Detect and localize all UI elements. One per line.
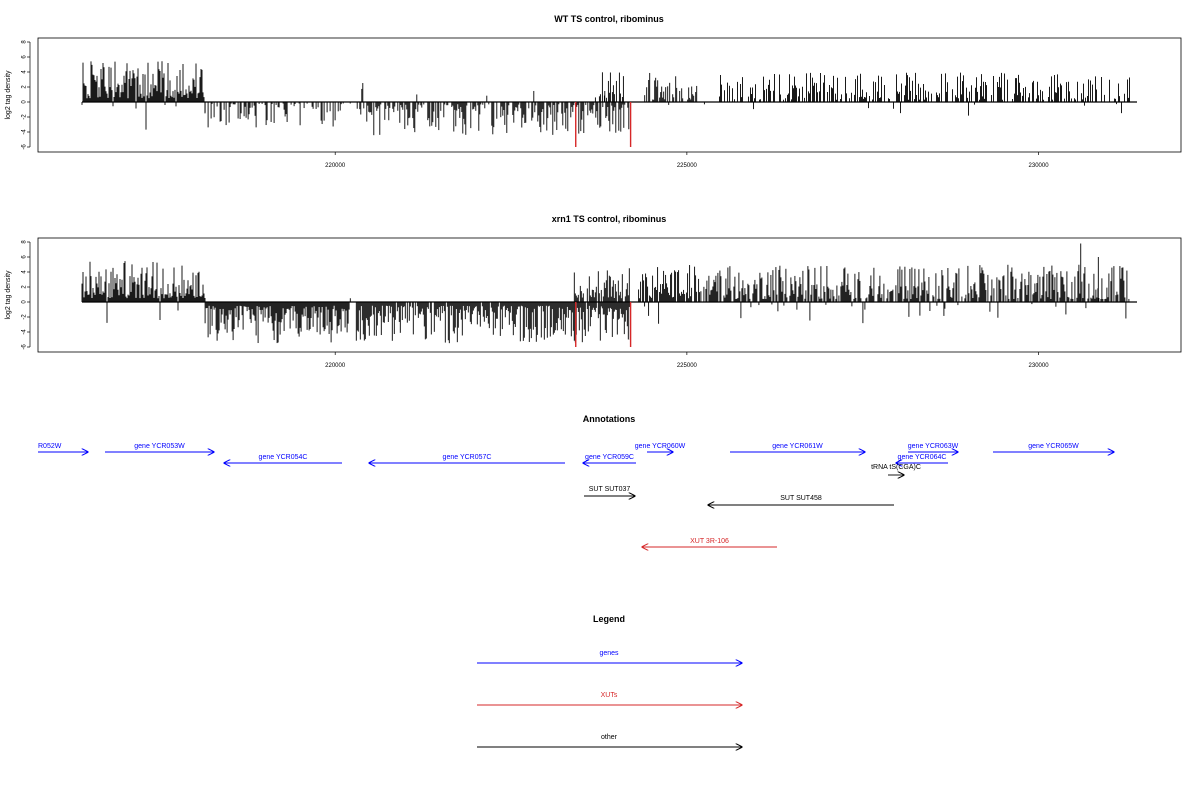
xrn1-y-axis-label: log2 tag density xyxy=(5,270,12,320)
y-tick-label: 8 xyxy=(22,40,28,44)
wt-x-axis: 220000 225000 230000 xyxy=(325,152,1049,169)
annotation-label: gene YCR053W xyxy=(134,443,185,450)
y-tick-label: 2 xyxy=(22,85,28,89)
xrn1-density-bars xyxy=(81,243,1130,344)
y-tick-label: 4 xyxy=(22,70,28,74)
annotation-label: gene YCR057C xyxy=(443,454,492,461)
annotation-label: gene YCR065W xyxy=(1028,443,1079,450)
annotation-label: gene YCR061W xyxy=(772,443,823,450)
wt-y-axis: -6 -4 -2 0 2 4 6 8 xyxy=(22,40,31,150)
annotation-label: gene YCR054C xyxy=(259,454,308,461)
xrn1-track-title: xrn1 TS control, ribominus xyxy=(552,214,667,224)
annotation-label: R052W xyxy=(38,443,62,450)
x-tick-label: 230000 xyxy=(1029,363,1050,369)
annotation-label: gene YCR060W xyxy=(635,443,686,450)
wt-highlight-marks xyxy=(575,102,632,147)
wt-density-bars xyxy=(81,61,1130,136)
y-tick-label: 0 xyxy=(22,300,28,304)
wt-track-panel: WT TS control, ribominus log2 tag densit… xyxy=(5,14,1182,169)
xrn1-track-panel: xrn1 TS control, ribominus log2 tag dens… xyxy=(5,214,1182,369)
annotation-label: gene YCR064C xyxy=(898,454,947,461)
y-tick-label: -2 xyxy=(22,314,28,320)
y-tick-label: 6 xyxy=(22,55,28,59)
annotation-label: gene YCR063W xyxy=(908,443,959,450)
xrn1-highlight-marks xyxy=(575,302,632,347)
y-tick-label: -6 xyxy=(22,144,28,150)
legend-panel: Legend genes XUTs other xyxy=(477,614,742,747)
x-tick-label: 230000 xyxy=(1029,163,1050,169)
xrn1-x-axis: 220000 225000 230000 xyxy=(325,352,1049,369)
wt-plot-frame xyxy=(37,37,1182,153)
annotations-title: Annotations xyxy=(583,414,636,424)
y-tick-label: 0 xyxy=(22,100,28,104)
xrn1-plot-frame xyxy=(37,237,1182,353)
y-tick-label: 8 xyxy=(22,240,28,244)
annotation-label: SUT SUT037 xyxy=(589,486,631,493)
legend-label: other xyxy=(601,734,618,741)
x-tick-label: 225000 xyxy=(677,163,698,169)
annotation-label: SUT SUT458 xyxy=(780,495,822,502)
y-tick-label: 6 xyxy=(22,255,28,259)
wt-y-axis-label: log2 tag density xyxy=(5,70,12,120)
x-tick-label: 220000 xyxy=(325,363,346,369)
xrn1-y-axis: -6 -4 -2 0 2 4 6 8 xyxy=(22,240,31,350)
x-tick-label: 225000 xyxy=(677,363,698,369)
y-tick-label: -4 xyxy=(22,129,28,135)
y-tick-label: -2 xyxy=(22,114,28,120)
annotation-features: R052W gene YCR053W gene YCR054C gene YCR057… xyxy=(38,443,1114,547)
y-tick-label: 2 xyxy=(22,285,28,289)
legend-title: Legend xyxy=(593,614,625,624)
annotation-label: XUT 3R-106 xyxy=(690,538,729,545)
annotation-label: gene YCR059C xyxy=(585,454,634,461)
legend-label: genes xyxy=(599,650,619,657)
annotations-panel: Annotations R052W gene YCR053W gene YCR054… xyxy=(38,414,1114,547)
legend-items: genes XUTs other xyxy=(477,650,742,747)
y-tick-label: 4 xyxy=(22,270,28,274)
y-tick-label: -6 xyxy=(22,344,28,350)
annotation-label: tRNA tS(CGA)C xyxy=(871,464,921,471)
x-tick-label: 220000 xyxy=(325,163,346,169)
y-tick-label: -4 xyxy=(22,329,28,335)
wt-track-title: WT TS control, ribominus xyxy=(554,14,664,24)
legend-label: XUTs xyxy=(601,692,618,699)
